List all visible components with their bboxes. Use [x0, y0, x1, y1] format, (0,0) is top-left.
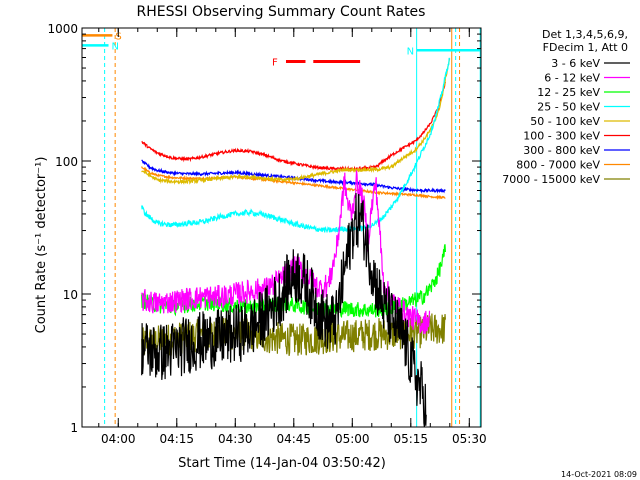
legend-label-0: 3 - 6 keV	[551, 57, 600, 70]
date-stamp: 14-Oct-2021 08:09	[561, 470, 637, 479]
x-tick-label-5: 05:15	[393, 432, 428, 446]
legend-header-1: FDecim 1, Att 0	[543, 41, 628, 54]
legend-label-2: 12 - 25 keV	[537, 86, 600, 99]
x-tick-label-4: 05:00	[335, 432, 370, 446]
series-line-4	[141, 58, 451, 186]
series-line-7	[141, 166, 446, 201]
annotation-label-3: F	[272, 57, 278, 68]
y-tick-label-1: 10	[63, 288, 78, 302]
plot-frame	[81, 27, 482, 428]
legend: Det 1,3,4,5,6,9,FDecim 1, Att 0 3 - 6 keV…	[502, 28, 630, 186]
legend-header-0: Det 1,3,4,5,6,9,	[542, 28, 628, 41]
series-line-0	[141, 192, 427, 428]
legend-label-8: 7000 - 15000 keV	[502, 173, 600, 186]
series-line-5	[141, 81, 446, 173]
legend-label-7: 800 - 7000 keV	[516, 159, 600, 172]
legend-label-5: 100 - 300 keV	[523, 130, 600, 143]
y-tick-label-3: 1000	[47, 22, 78, 36]
chart-title: RHESSI Observing Summary Count Rates	[137, 4, 426, 20]
series-line-3	[141, 57, 451, 234]
series-line-1	[141, 170, 431, 335]
x-tick-label-6: 05:30	[452, 432, 487, 446]
plot-area: SNNF110100100004:0004:1504:3004:4505:000…	[47, 22, 486, 446]
legend-label-4: 50 - 100 keV	[530, 115, 600, 128]
x-tick-label-3: 04:45	[276, 432, 311, 446]
y-tick-label-0: 1	[70, 421, 78, 435]
x-tick-label-1: 04:15	[159, 432, 194, 446]
x-tick-label-2: 04:30	[218, 432, 253, 446]
legend-label-3: 25 - 50 keV	[537, 101, 600, 114]
y-tick-label-2: 100	[55, 155, 78, 169]
legend-label-6: 300 - 800 keV	[523, 144, 600, 157]
x-tick-label-0: 04:00	[101, 432, 136, 446]
y-axis-label: Count Rate (s⁻¹ detector⁻¹)	[34, 157, 49, 334]
x-axis-label: Start Time (14-Jan-04 03:50:42)	[178, 456, 386, 471]
annotation-label-2: N	[407, 46, 414, 57]
legend-label-1: 6 - 12 keV	[544, 72, 600, 85]
annotation-label-1: N	[112, 41, 119, 52]
